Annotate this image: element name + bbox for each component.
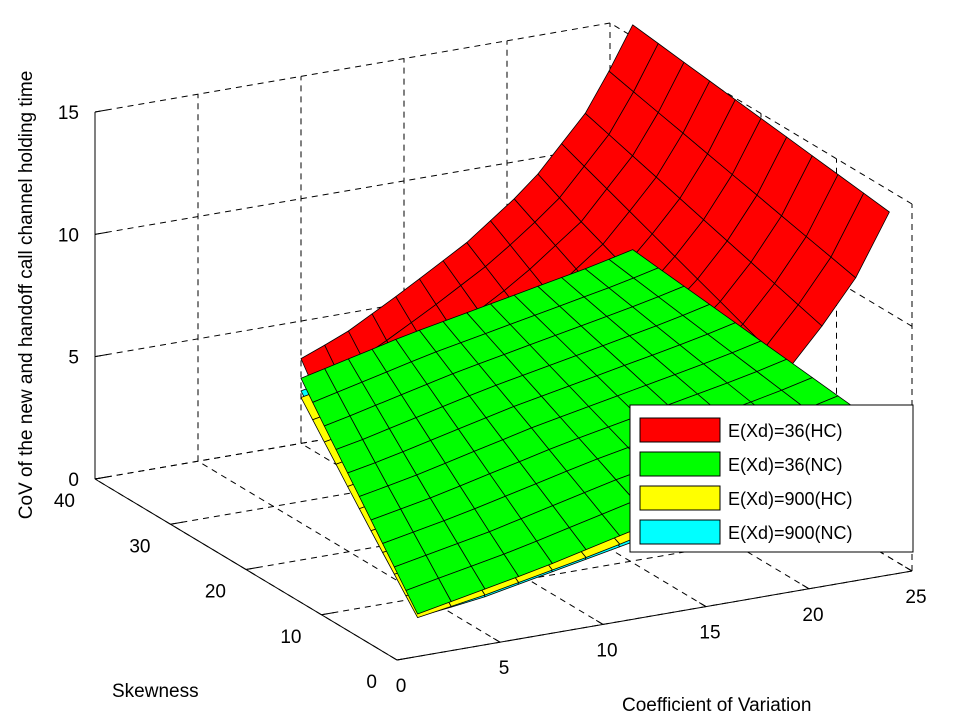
y-tick-label: 10 <box>280 627 301 648</box>
z-tick-mark <box>94 231 108 235</box>
x-tick-label: 10 <box>596 640 617 661</box>
legend-label: E(Xd)=36(HC) <box>728 421 843 441</box>
x-tick-label: 15 <box>699 623 720 644</box>
surface-facet <box>830 192 890 279</box>
legend-swatch <box>639 485 721 511</box>
legend-swatch <box>639 519 721 545</box>
legend: E(Xd)=36(HC) E(Xd)=36(NC) E(Xd)=900(HC) E(X… <box>629 404 914 553</box>
x-axis-label: Coefficient of Variation <box>622 695 811 716</box>
legend-label: E(Xd)=900(HC) <box>728 489 853 509</box>
y-tick-mark <box>321 612 334 616</box>
y-axis-label: Skewness <box>112 681 199 702</box>
surfaces <box>300 24 890 618</box>
z-tick-mark <box>94 476 108 480</box>
legend-label: E(Xd)=900(NC) <box>728 523 853 543</box>
legend-label: E(Xd)=36(NC) <box>728 455 843 475</box>
z-tick-label: 5 <box>68 348 79 369</box>
grid-line-z-back <box>94 22 611 113</box>
z-axis-label: CoV of the new and handoff call channel … <box>16 71 37 520</box>
y-tick-label: 30 <box>129 536 150 557</box>
grid-line-z-right <box>609 22 913 205</box>
y-tick-mark <box>245 566 259 570</box>
y-tick-label: 40 <box>54 491 75 512</box>
z-tick-mark <box>94 354 108 358</box>
z-tick-label: 10 <box>58 225 79 246</box>
z-tick-label: 0 <box>68 470 79 491</box>
z-tick-label: 15 <box>58 103 79 124</box>
x-tick-mark <box>389 655 398 661</box>
x-tick-mark <box>904 566 913 572</box>
y-tick-label: 0 <box>366 672 377 693</box>
x-tick-mark <box>801 584 810 590</box>
x-tick-label: 5 <box>499 658 510 679</box>
x-tick-label: 25 <box>905 587 926 608</box>
legend-swatch <box>639 417 721 443</box>
x-axis-line <box>396 570 913 661</box>
x-tick-label: 0 <box>396 676 407 697</box>
z-tick-mark <box>94 109 108 113</box>
x-tick-mark <box>698 602 707 608</box>
x-tick-mark <box>492 637 501 643</box>
y-tick-mark <box>170 521 183 525</box>
x-tick-label: 20 <box>802 605 823 626</box>
y-tick-label: 20 <box>205 582 226 603</box>
x-tick-mark <box>595 619 604 625</box>
legend-swatch <box>639 451 721 477</box>
y-tick-mark <box>396 657 410 661</box>
